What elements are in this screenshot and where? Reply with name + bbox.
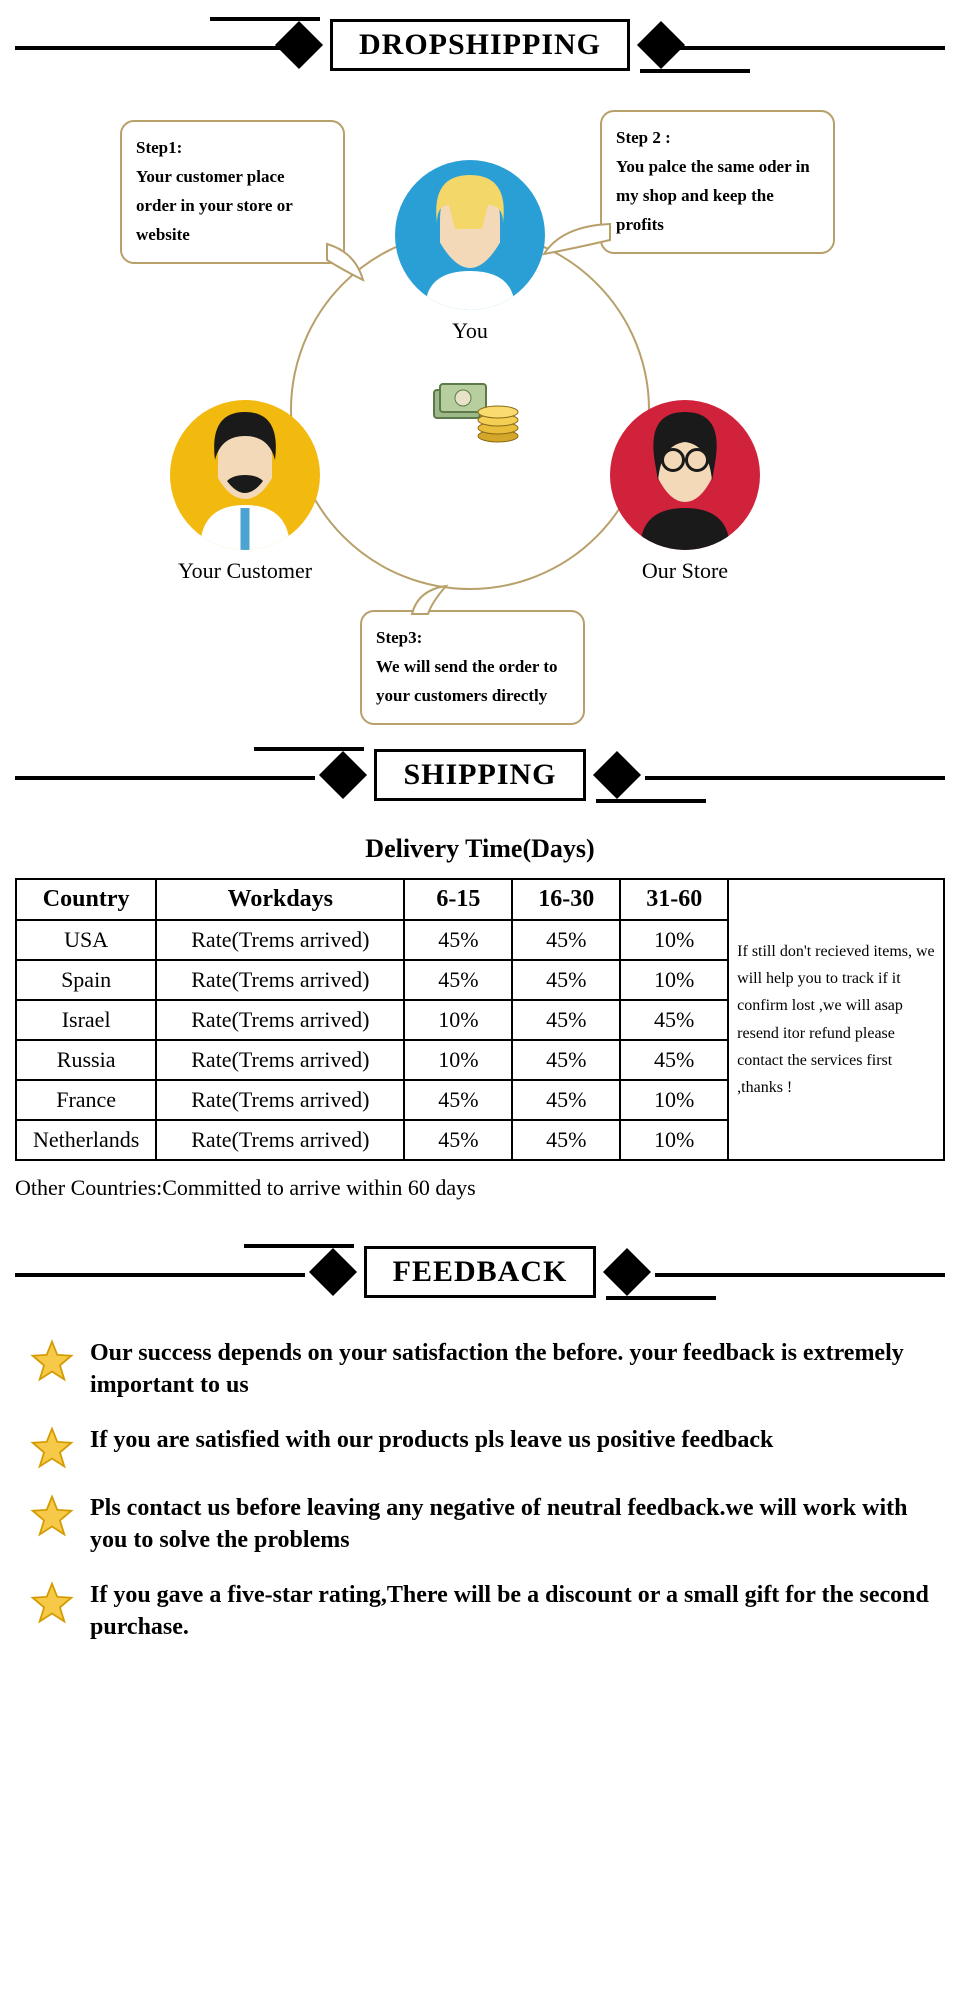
cell-country: Russia [16,1040,156,1080]
cell-country: Netherlands [16,1120,156,1160]
cell-val: 45% [512,1040,620,1080]
cell-rate: Rate(Trems arrived) [156,960,404,1000]
feedback-text: Our success depends on your satisfaction… [90,1337,930,1402]
shipping-side-note: If still don't recieved items, we will h… [728,879,944,1160]
cell-val: 10% [620,1120,728,1160]
section-title: SHIPPING [374,749,585,801]
accent-bar [640,69,750,73]
divider-line [15,1273,305,1277]
divider-line [645,776,945,780]
cell-val: 45% [620,1000,728,1040]
section-header-dropshipping: DROPSHIPPING [0,10,960,80]
step3-title: Step3: [376,624,569,653]
avatar-label-you: You [370,318,570,344]
star-icon [30,1339,74,1383]
cell-val: 10% [620,920,728,960]
feedback-text: If you are satisfied with our products p… [90,1424,773,1456]
section-header-shipping: SHIPPING [0,740,960,810]
table-header-row: Country Workdays 6-15 16-30 31-60 If sti… [16,879,944,920]
feedback-text: Pls contact us before leaving any negati… [90,1492,930,1557]
section-header-feedback: FEEDBACK [0,1237,960,1307]
list-item: Pls contact us before leaving any negati… [30,1492,930,1557]
divider-line [15,776,315,780]
accent-bar [606,1296,716,1300]
cell-val: 45% [404,1120,512,1160]
section-title: DROPSHIPPING [330,19,630,71]
cell-val: 45% [512,1080,620,1120]
col-range1: 6-15 [404,879,512,920]
cell-country: Spain [16,960,156,1000]
cell-country: USA [16,920,156,960]
accent-bar [210,17,320,21]
diamond-icon [319,751,367,799]
divider-line [655,1273,945,1277]
cell-val: 45% [512,1120,620,1160]
avatar-you [395,160,545,310]
accent-bar [244,1244,354,1248]
cell-val: 10% [404,1000,512,1040]
divider-line [675,46,945,50]
star-icon [30,1581,74,1625]
cell-rate: Rate(Trems arrived) [156,1000,404,1040]
step1-title: Step1: [136,134,329,163]
step3-bubble: Step3: We will send the order to your cu… [360,610,585,725]
cell-val: 45% [512,960,620,1000]
col-range3: 31-60 [620,879,728,920]
avatar-label-store: Our Store [585,558,785,584]
cell-country: France [16,1080,156,1120]
list-item: If you are satisfied with our products p… [30,1424,930,1470]
cell-rate: Rate(Trems arrived) [156,1120,404,1160]
step2-text: You palce the same oder in my shop and k… [616,153,819,240]
avatar-label-customer: Your Customer [145,558,345,584]
col-workdays: Workdays [156,879,404,920]
diamond-icon [592,751,640,799]
cell-val: 45% [404,1080,512,1120]
cell-val: 10% [404,1040,512,1080]
avatar-store [610,400,760,550]
cell-rate: Rate(Trems arrived) [156,920,404,960]
accent-bar [254,747,364,751]
list-item: Our success depends on your satisfaction… [30,1337,930,1402]
cell-val: 45% [404,960,512,1000]
dropshipping-diagram: You Your Customer Our Store [0,100,960,730]
divider-line [15,46,285,50]
shipping-note: Other Countries:Committed to arrive with… [15,1175,945,1201]
shipping-table: Country Workdays 6-15 16-30 31-60 If sti… [15,878,945,1161]
col-country: Country [16,879,156,920]
step1-text: Your customer place order in your store … [136,163,329,250]
cell-val: 45% [512,1000,620,1040]
feedback-list: Our success depends on your satisfaction… [0,1327,960,1695]
cell-rate: Rate(Trems arrived) [156,1080,404,1120]
star-icon [30,1426,74,1470]
step3-text: We will send the order to your customers… [376,653,569,711]
diamond-icon [275,21,323,69]
cell-val: 45% [404,920,512,960]
feedback-text: If you gave a five-star rating,There wil… [90,1579,930,1644]
diamond-icon [603,1248,651,1296]
cell-val: 10% [620,960,728,1000]
cell-val: 10% [620,1080,728,1120]
avatar-customer [170,400,320,550]
step2-bubble: Step 2 : You palce the same oder in my s… [600,110,835,254]
accent-bar [596,799,706,803]
table-title: Delivery Time(Days) [0,834,960,864]
list-item: If you gave a five-star rating,There wil… [30,1579,930,1644]
cell-val: 45% [512,920,620,960]
section-title: FEEDBACK [364,1246,597,1298]
cell-rate: Rate(Trems arrived) [156,1040,404,1080]
step1-bubble: Step1: Your customer place order in your… [120,120,345,264]
cell-country: Israel [16,1000,156,1040]
step2-title: Step 2 : [616,124,819,153]
col-range2: 16-30 [512,879,620,920]
money-icon [430,370,520,450]
diamond-icon [637,21,685,69]
star-icon [30,1494,74,1538]
diamond-icon [309,1248,357,1296]
cell-val: 45% [620,1040,728,1080]
